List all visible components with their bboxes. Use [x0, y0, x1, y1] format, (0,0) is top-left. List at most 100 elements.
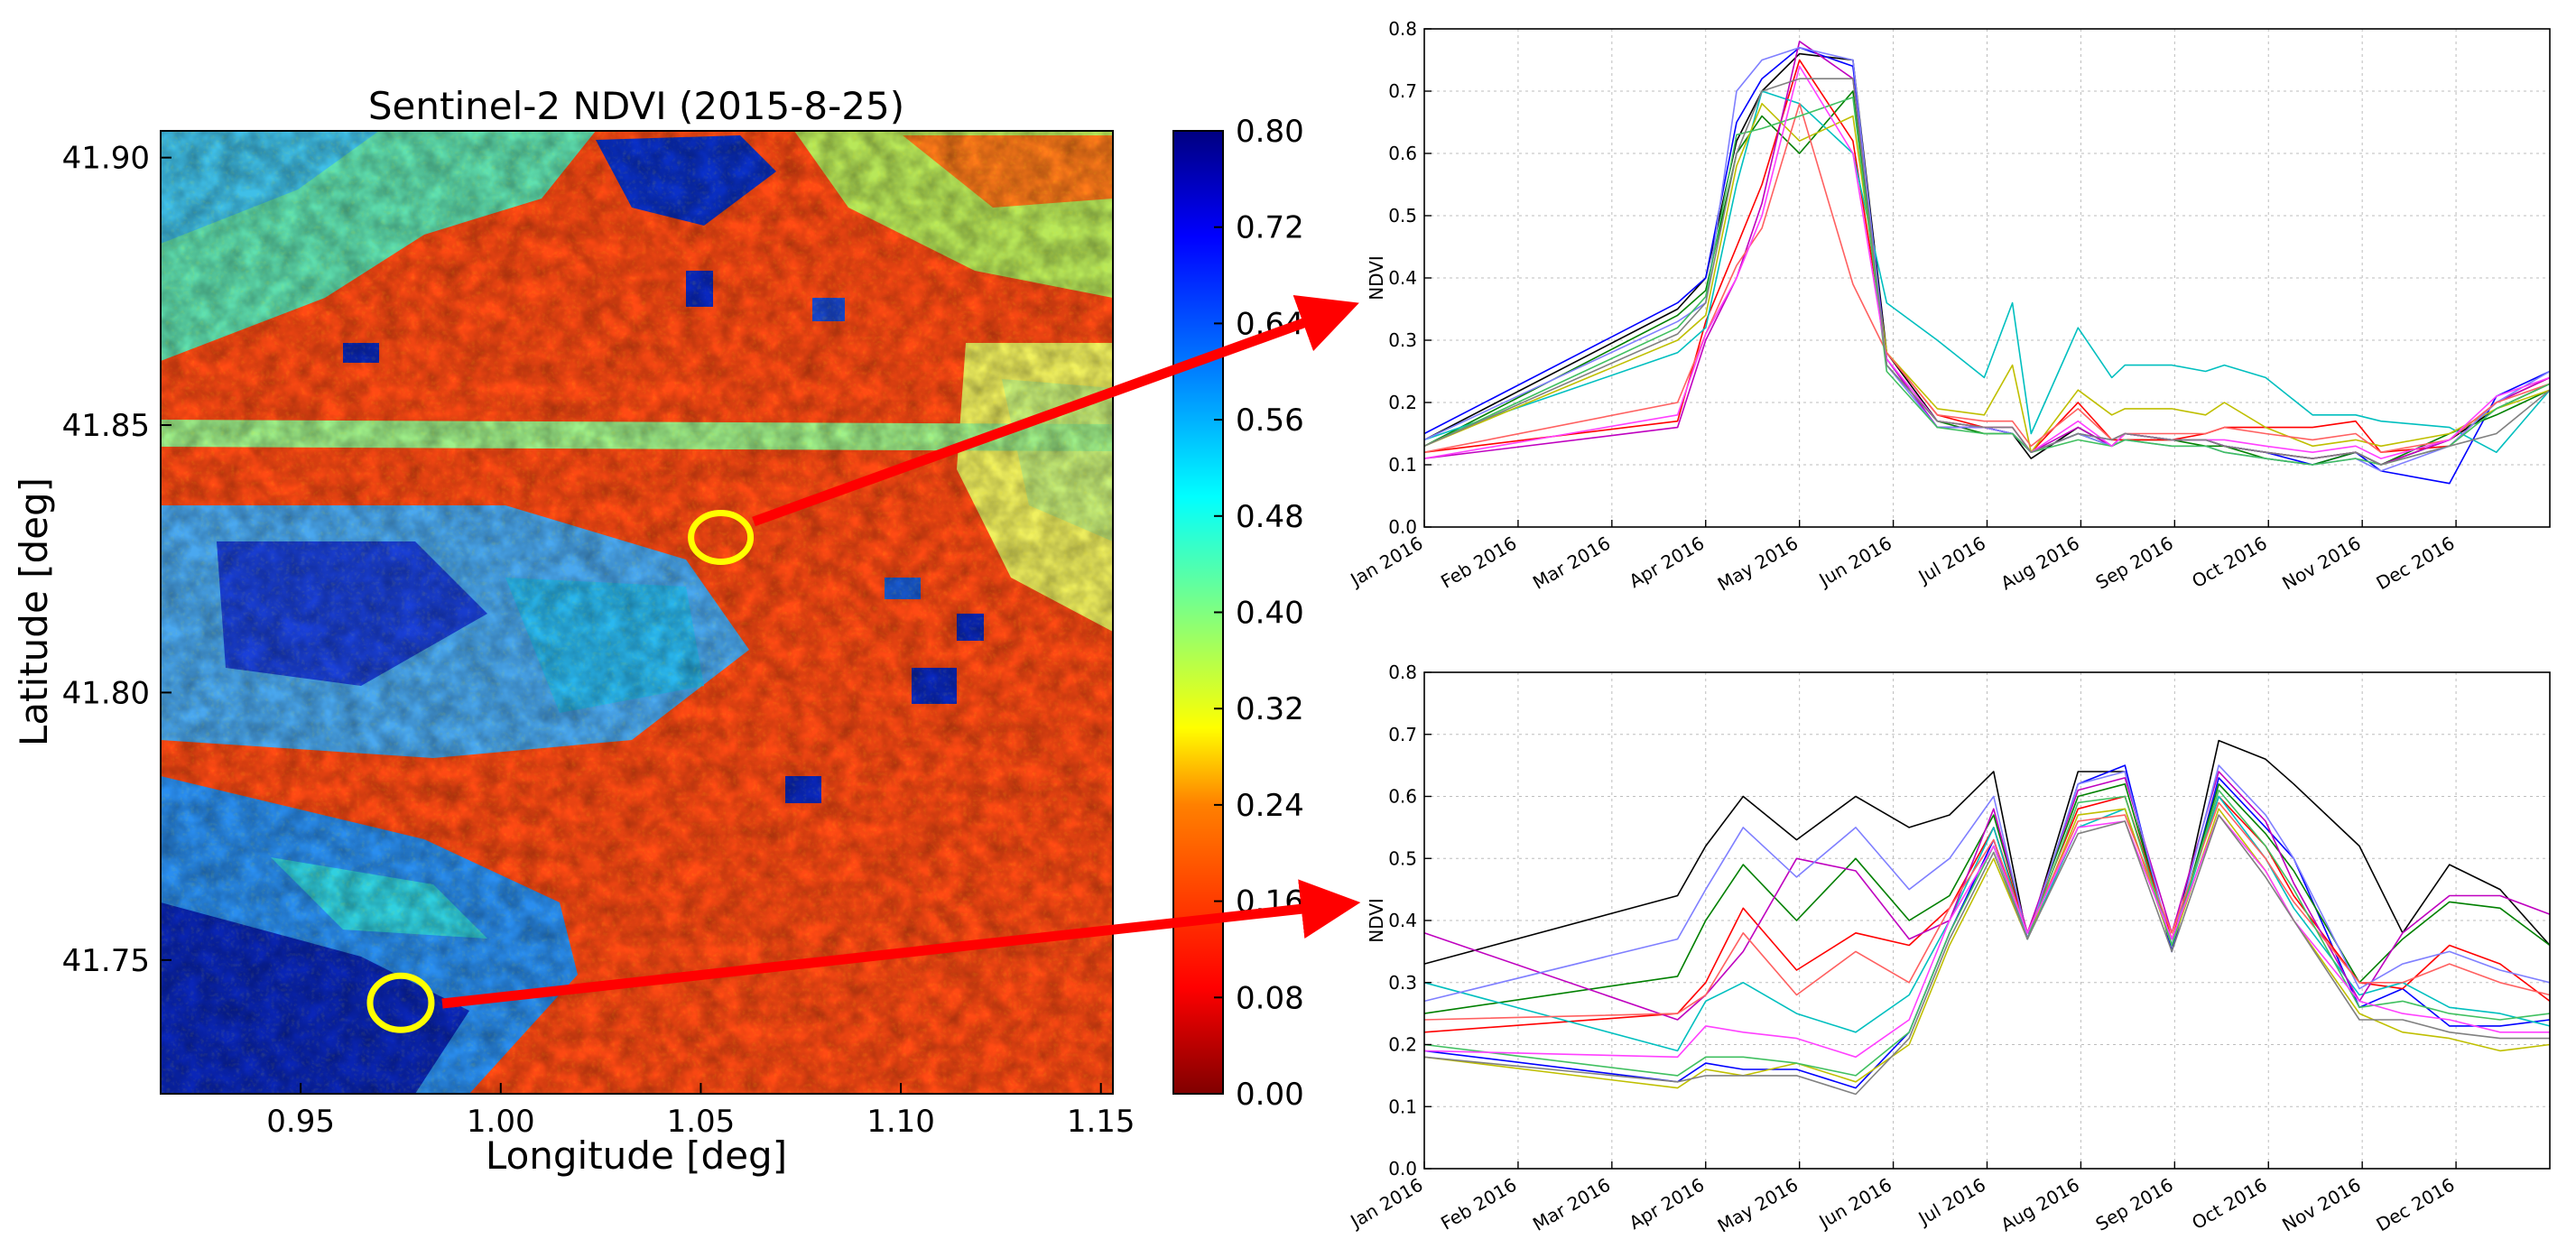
colorbar-tick-label: 0.48: [1236, 499, 1304, 535]
x-tick-label: Aug 2016: [1997, 532, 2083, 595]
x-tick-label: Feb 2016: [1437, 532, 1520, 593]
y-tick-label: 0.0: [1388, 516, 1417, 538]
y-tick-label: 0.6: [1388, 786, 1417, 808]
y-tick-label: 0.2: [1388, 1034, 1417, 1056]
colorbar-ticks: 0.000.080.160.240.320.400.480.560.640.72…: [1214, 114, 1304, 1113]
series-line: [1423, 782, 2551, 1014]
top-plot-ylabel: NDVI: [1366, 255, 1387, 301]
bottom-plot-y-axis: 0.0 0.1 0.2 0.3 0.4 0.5 0.6 0.7 0.8: [1388, 661, 1432, 1179]
y-tick-label: 0.1: [1388, 1096, 1417, 1117]
y-tick-label: 0.8: [1388, 18, 1417, 40]
map-y-tick-label: 41.85: [62, 408, 150, 444]
series-line: [1423, 103, 2551, 454]
map-x-tick-label: 0.95: [266, 1104, 335, 1140]
x-tick-label: Jul 2016: [1913, 532, 1989, 588]
bottom-plot-grid: [1423, 671, 2550, 1170]
bottom-plot-ylabel: NDVI: [1366, 898, 1387, 943]
top-plot-series: [1423, 40, 2551, 485]
map-xlabel: Longitude [deg]: [486, 1133, 787, 1178]
x-tick-label: Nov 2016: [2278, 1174, 2364, 1236]
x-tick-label: Jul 2016: [1913, 1174, 1989, 1230]
series-line: [1423, 65, 2551, 459]
y-tick-label: 0.2: [1388, 392, 1417, 413]
colorbar-tick-label: 0.24: [1236, 788, 1304, 824]
series-line: [1423, 59, 2551, 454]
bottom-plot-x-axis: Jan 2016 Feb 2016 Mar 2016 Apr 2016 May 2016…: [1345, 1161, 2459, 1237]
map-y-tick-label: 41.75: [62, 943, 150, 979]
lower-site-circle: [366, 972, 435, 1033]
y-tick-label: 0.0: [1388, 1158, 1417, 1179]
series-line: [1423, 90, 2551, 454]
x-tick-label: Sep 2016: [2092, 532, 2177, 594]
top-plot-x-axis: Jan 2016 Feb 2016 Mar 2016 Apr 2016 May 2016…: [1345, 520, 2459, 596]
series-line: [1423, 78, 2551, 466]
map-x-tick-label: 1.05: [667, 1104, 736, 1140]
y-tick-label: 0.6: [1388, 143, 1417, 164]
colorbar-tick-label: 0.40: [1236, 596, 1304, 632]
top-ndvi-timeseries: 0.0 0.1 0.2 0.3 0.4 0.5 0.6 0.7 0.8 Jan 2016 Feb …: [1345, 18, 2551, 596]
map-y-tick-label: 41.80: [62, 675, 150, 711]
map-x-tick-label: 1.00: [467, 1104, 535, 1140]
map-x-tick-label: 1.15: [1067, 1104, 1135, 1140]
y-tick-label: 0.5: [1388, 205, 1417, 227]
upper-site-arrow: [752, 295, 1359, 527]
series-line: [1423, 103, 2551, 454]
series-line: [1423, 814, 2550, 1096]
upper-site-circle: [688, 510, 755, 566]
map-x-axis: 0.95 1.00 1.05 1.10 1.15: [266, 1083, 1135, 1140]
colorbar-tick-label: 0.80: [1236, 114, 1304, 150]
bottom-plot-series: [1423, 739, 2551, 1096]
x-tick-label: Sep 2016: [2092, 1174, 2177, 1235]
x-tick-label: Jun 2016: [1814, 532, 1895, 592]
series-line: [1423, 739, 2551, 965]
colorbar-tick-label: 0.08: [1236, 980, 1304, 1016]
series-line: [1423, 764, 2551, 1003]
y-tick-label: 0.3: [1388, 329, 1417, 351]
y-tick-label: 0.1: [1388, 454, 1417, 476]
y-tick-label: 0.5: [1388, 847, 1417, 869]
y-tick-label: 0.7: [1388, 724, 1417, 745]
y-tick-label: 0.7: [1388, 80, 1417, 102]
map-title: Sentinel-2 NDVI (2015-8-25): [368, 84, 904, 128]
y-tick-label: 0.8: [1388, 661, 1417, 683]
x-tick-label: Nov 2016: [2278, 532, 2364, 595]
ndvi-map-panel: Sentinel-2 NDVI (2015-8-25): [12, 84, 1304, 1178]
x-tick-label: Jan 2016: [1345, 1174, 1426, 1234]
colorbar-tick-label: 0.72: [1236, 210, 1304, 246]
x-tick-label: Jun 2016: [1814, 1174, 1895, 1234]
x-tick-label: Dec 2016: [2372, 1174, 2458, 1236]
y-tick-label: 0.3: [1388, 972, 1417, 994]
ndvi-heatmap: [161, 131, 1113, 1094]
y-tick-label: 0.4: [1388, 267, 1417, 289]
map-y-axis: 41.75 41.80 41.85 41.90: [62, 141, 171, 979]
series-line: [1423, 789, 2551, 1077]
colorbar-tick-label: 0.56: [1236, 402, 1304, 439]
map-ylabel: Latitude [deg]: [12, 477, 56, 746]
series-line: [1423, 801, 2551, 1021]
x-tick-label: Aug 2016: [1997, 1174, 2083, 1236]
y-tick-label: 0.4: [1388, 910, 1417, 931]
x-tick-label: Mar 2016: [1529, 1174, 1614, 1235]
map-x-tick-label: 1.10: [866, 1104, 935, 1140]
series-line: [1423, 795, 2551, 1052]
colorbar-tick-label: 0.32: [1236, 691, 1304, 727]
x-tick-label: Feb 2016: [1437, 1174, 1520, 1235]
bottom-ndvi-timeseries: 0.0 0.1 0.2 0.3 0.4 0.5 0.6 0.7 0.8 Jan 2016 Feb …: [1345, 661, 2551, 1237]
top-plot-y-axis: 0.0 0.1 0.2 0.3 0.4 0.5 0.6 0.7 0.8: [1388, 18, 1432, 538]
x-tick-label: May 2016: [1714, 1174, 1802, 1237]
series-line: [1423, 771, 2551, 1021]
x-tick-label: Oct 2016: [2188, 532, 2271, 593]
colorbar-tick-label: 0.00: [1236, 1077, 1304, 1113]
map-y-tick-label: 41.90: [62, 141, 150, 177]
map-frame: [160, 130, 1114, 1095]
x-tick-label: Apr 2016: [1626, 1174, 1709, 1235]
series-line: [1423, 814, 2550, 1059]
x-tick-label: Jan 2016: [1345, 532, 1426, 592]
x-tick-label: May 2016: [1714, 532, 1802, 596]
x-tick-label: Dec 2016: [2372, 532, 2458, 595]
x-tick-label: Mar 2016: [1529, 532, 1614, 594]
series-line: [1423, 808, 2551, 1089]
x-tick-label: Apr 2016: [1626, 532, 1709, 593]
x-tick-label: Oct 2016: [2188, 1174, 2271, 1235]
